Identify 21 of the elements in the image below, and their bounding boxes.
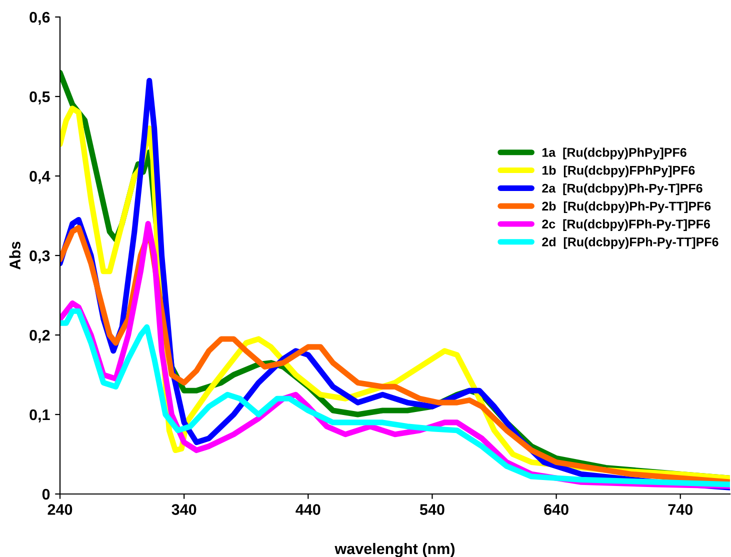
x-tick-label: 640 (544, 504, 568, 515)
y-tick-label: 0,2 (30, 330, 50, 343)
legend-label: 1a [Ru(dcbpy)PhPy]PF6 (542, 148, 686, 160)
y-tick-label: 0,1 (30, 409, 50, 422)
legend-label: 1b [Ru(dcbpy)FPhPy]PF6 (542, 166, 695, 178)
legend-label: 2d [Ru(dcbpy)FPh-Py-TT]PF6 (542, 237, 718, 249)
y-tick-label: 0,4 (30, 170, 50, 184)
legend-label: 2c [Ru(dcbpy)FPh-Py-T]PF6 (542, 219, 710, 231)
y-axis-title: Abs (9, 242, 20, 270)
x-axis-title: wavelenght (nm) (334, 542, 455, 557)
x-tick-label: 240 (48, 504, 72, 515)
x-tick-label: 540 (420, 504, 444, 515)
y-tick-label: 0,6 (30, 12, 50, 25)
y-tick-label: 0 (42, 488, 50, 500)
legend-label: 2a [Ru(dcbpy)Ph-Py-T]PF6 (542, 183, 702, 196)
x-tick-label: 440 (296, 504, 320, 515)
y-tick-label: 0,5 (30, 91, 50, 104)
legend-label: 2b [Ru(dcbpy)Ph-Py-TT]PF6 (542, 201, 711, 214)
x-tick-label: 340 (172, 504, 196, 515)
y-tick-label: 0,3 (30, 250, 50, 264)
x-tick-label: 740 (668, 504, 692, 515)
